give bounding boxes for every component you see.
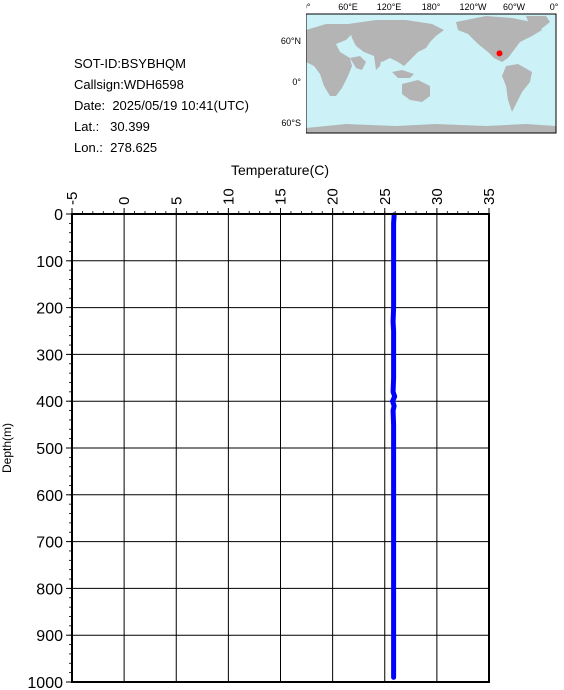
land-india (350, 56, 382, 70)
y-tick-label: 0 (54, 207, 63, 224)
map-lon-label: 0° (550, 2, 559, 12)
y-tick-labels: 0 100 200 300 400 500 600 700 800 900 1000 (27, 207, 63, 690)
map-lon-label: 60°E (338, 2, 358, 12)
land-australia (402, 80, 430, 102)
date-row: Date: 2025/05/19 10:41(UTC) (74, 95, 249, 116)
land-asia (348, 20, 444, 66)
map-lat-label: 0° (292, 77, 301, 87)
plot-frame (71, 213, 490, 683)
x-axis-label: Temperature(C) (231, 162, 329, 178)
y-tick-label: 200 (36, 301, 63, 318)
x-tick-label: -5 (64, 192, 81, 205)
x-tick-label: 35 (481, 188, 498, 205)
x-tick-label: 20 (325, 188, 342, 205)
sot-id-text: SOT-ID:BSYBHQM (74, 56, 186, 71)
callsign-text: Callsign:WDH6598 (74, 77, 184, 92)
map-lon-label: 0° (306, 2, 311, 12)
float-info-panel: SOT-ID:BSYBHQM Callsign:WDH6598 Date: 20… (74, 53, 249, 158)
y-tick-label: 700 (36, 535, 63, 552)
x-tick-label: 0 (116, 197, 133, 205)
world-map: 0° 60°E 120°E 180° 120°W 60°W 0° (302, 0, 564, 140)
lon-label: Lon.: (74, 140, 103, 155)
series-temperature-profile (390, 212, 398, 680)
map-lat-label: 60°S (281, 118, 301, 128)
temperature-depth-chart: Temperature(C) Depth(m) -5 0 5 10 15 20 25 30 35… (0, 162, 498, 690)
lat-label: Lat.: (74, 119, 100, 134)
x-tick-label: 15 (273, 188, 290, 205)
land-south-america (502, 64, 532, 112)
y-tick-label: 600 (36, 488, 63, 505)
land-europe-africa (306, 24, 354, 96)
x-tick-labels: -5 0 5 10 15 20 25 30 35 (64, 188, 498, 205)
map-lat-labels: 60°N 0° 60°S (281, 36, 302, 128)
x-tick-label: 10 (220, 188, 237, 205)
chart-grid (66, 208, 490, 683)
land-greenland (526, 16, 550, 30)
y-tick-label: 400 (36, 394, 63, 411)
map-frame (305, 13, 557, 134)
lon-row: Lon.: 278.625 (74, 137, 249, 158)
land-antarctica (306, 124, 556, 133)
map-land (306, 16, 556, 133)
x-tick-label: 30 (429, 188, 446, 205)
map-lon-label: 60°W (503, 2, 526, 12)
y-tick-label: 100 (36, 254, 63, 271)
y-axis-label: Depth(m) (0, 423, 14, 473)
date-label: Date: (74, 98, 106, 113)
map-lon-label: 180° (422, 2, 441, 12)
y-tick-label: 300 (36, 347, 63, 364)
land-japan (418, 36, 424, 50)
world-map-svg: 0° 60°E 120°E 180° 120°W 60°W 0° (302, 2, 559, 134)
map-lat-label: 60°N (281, 36, 301, 46)
lat-value: 30.399 (110, 119, 150, 134)
date-value: 2025/05/19 10:41(UTC) (112, 98, 249, 113)
y-tick-label: 900 (36, 628, 63, 645)
y-tick-label: 500 (36, 441, 63, 458)
x-tick-label: 5 (168, 197, 185, 205)
y-tick-label: 800 (36, 581, 63, 598)
temperature-profile-line (390, 212, 398, 680)
y-tick-label: 1000 (27, 675, 63, 690)
map-lon-label: 120°W (459, 2, 487, 12)
lat-row: Lat.: 30.399 (74, 116, 249, 137)
map-lon-label: 120°E (377, 2, 402, 12)
land-indonesia (392, 70, 414, 78)
lon-value: 278.625 (110, 140, 158, 155)
x-tick-label: 25 (377, 188, 394, 205)
float-location-marker (496, 50, 503, 57)
land-north-america (456, 16, 542, 62)
